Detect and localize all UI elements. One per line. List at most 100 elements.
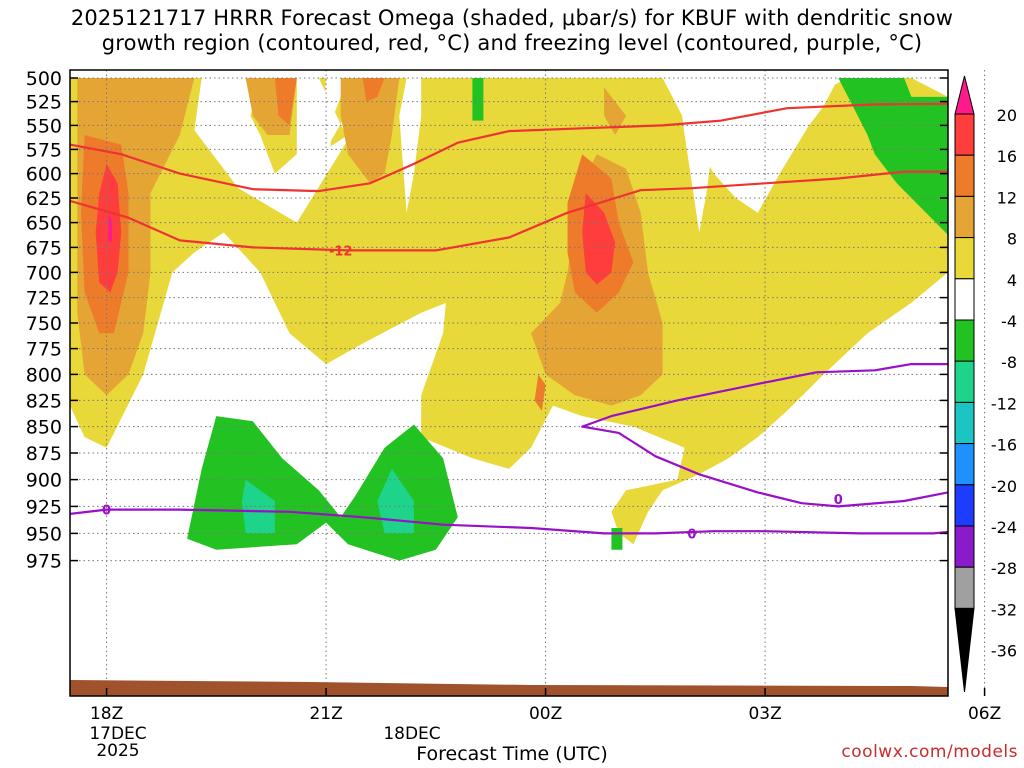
y-tick-label-700: 700 — [26, 262, 62, 284]
dendritic-label: -12 — [329, 244, 353, 259]
chart-title-line-1: 2025121717 HRRR Forecast Omega (shaded, … — [70, 6, 954, 30]
colorbar-label-7: -12 — [991, 394, 1017, 413]
x-tick-label-21Z: 21Z — [309, 704, 342, 724]
y-tick-label-575: 575 — [26, 139, 62, 161]
credit-link[interactable]: coolwx.com/models — [841, 742, 1018, 762]
omega-neg8-region-b — [377, 468, 414, 534]
y-tick-label-725: 725 — [26, 288, 62, 310]
colorbar-bin-2 — [954, 154, 975, 197]
y-tick-label-950: 950 — [26, 523, 62, 545]
y-tick-label-975: 975 — [26, 551, 62, 573]
grid-lines — [70, 70, 986, 696]
contour-lines: -12 0 0 0 — [70, 102, 948, 542]
colorbar-label-1: 16 — [997, 147, 1017, 166]
omega-4-region-b — [399, 78, 948, 545]
x-axis-title: Forecast Time (UTC) — [416, 743, 608, 765]
y-tick-label-875: 875 — [26, 443, 62, 465]
omega-neg-region-a — [838, 78, 948, 236]
gap-d — [677, 78, 722, 233]
x-tick-label-18Z: 18Z — [90, 704, 123, 724]
y-tick-label-525: 525 — [26, 92, 62, 114]
y-tick-label-850: 850 — [26, 417, 62, 439]
y-axis: 5005255505756006256506757007257507758008… — [26, 68, 948, 573]
y-tick-label-925: 925 — [26, 496, 62, 518]
x-tick-label-00Z: 00Z — [529, 704, 562, 724]
ground-fill — [70, 680, 948, 696]
dendritic-contour-upper — [70, 102, 948, 193]
x-tick-label-06Z: 06Z — [968, 704, 1001, 724]
plot-frame — [69, 69, 949, 697]
colorbar-max-triangle — [954, 75, 975, 115]
gap-c — [399, 78, 422, 213]
omega-8-region-c — [340, 78, 400, 184]
freezing-label-1-text: 0 — [102, 504, 111, 519]
y-tick-label-600: 600 — [26, 164, 62, 186]
colorbar: 20 16 12 8 4 -4 -8 -12 -16 -20 -24 -28 -32 -36 — [954, 75, 1017, 693]
colorbar-bin-9 — [954, 443, 975, 486]
dendritic-label-text: -12 — [329, 244, 353, 259]
colorbar-label-9: -20 — [991, 477, 1017, 496]
colorbar-label-10: -24 — [991, 518, 1017, 537]
freezing-label-1: 0 — [102, 504, 111, 519]
date-label-18dec: 18DEC — [372, 724, 452, 744]
colorbar-bin-5 — [954, 278, 975, 321]
x-tick-label-03Z: 03Z — [748, 704, 781, 724]
colorbar-label-13: -36 — [991, 642, 1017, 661]
omega-shading — [70, 78, 948, 561]
colorbar-bin-4 — [954, 237, 975, 280]
y-tick-label-500: 500 — [26, 68, 62, 90]
freezing-label-3: 0 — [834, 493, 843, 508]
colorbar-bin-11 — [954, 525, 975, 568]
omega-8-region-e — [604, 87, 627, 135]
date-label-18dec-day: 18DEC — [383, 724, 441, 744]
omega-20-region — [108, 212, 113, 243]
date-label-17dec-year: 2025 — [96, 741, 140, 761]
omega-neg-region-e — [472, 78, 484, 121]
colorbar-label-6: -8 — [1001, 353, 1017, 372]
freezing-label-2: 0 — [687, 527, 696, 542]
chart-title-line-2: growth region (contoured, red, °C) and f… — [101, 31, 923, 55]
omega-12-region-e — [362, 78, 385, 102]
dendritic-contour-lower — [70, 170, 948, 252]
date-label-17dec: 17DEC 2025 — [78, 724, 158, 761]
colorbar-label-3: 8 — [1007, 230, 1017, 249]
colorbar-label-11: -28 — [991, 559, 1017, 578]
colorbar-bin-12 — [954, 566, 975, 609]
omega-16-region-b — [582, 193, 616, 285]
y-tick-label-775: 775 — [26, 339, 62, 361]
colorbar-bin-6 — [954, 319, 975, 362]
colorbar-bin-3 — [954, 195, 975, 239]
omega-12-region-d — [534, 374, 546, 411]
y-tick-label-825: 825 — [26, 390, 62, 412]
y-tick-label-625: 625 — [26, 188, 62, 210]
colorbar-min-triangle — [954, 607, 975, 693]
omega-neg-region-d — [611, 528, 623, 550]
y-tick-label-675: 675 — [26, 237, 62, 259]
omega-12-region-b — [274, 78, 297, 126]
omega-neg8-region-a — [241, 479, 275, 534]
colorbar-label-0: 20 — [997, 106, 1017, 125]
freezing-level-contour — [70, 363, 948, 535]
colorbar-bin-7 — [954, 360, 975, 403]
omega-neg-region-b — [187, 416, 458, 561]
y-tick-label-550: 550 — [26, 115, 62, 137]
colorbar-label-4: 4 — [1007, 271, 1017, 290]
colorbar-bin-1 — [954, 113, 975, 156]
colorbar-bin-8 — [954, 401, 975, 445]
date-label-17dec-day: 17DEC — [89, 724, 147, 744]
colorbar-label-5: -4 — [1001, 312, 1017, 331]
gap-b — [322, 78, 348, 174]
freezing-label-2-text: 0 — [687, 527, 696, 542]
x-axis: 18Z21Z00Z03Z06Z09Z — [90, 688, 1001, 724]
y-tick-label-900: 900 — [26, 470, 62, 492]
ground-surface — [70, 680, 948, 696]
colorbar-label-8: -16 — [991, 436, 1017, 455]
y-tick-label-650: 650 — [26, 213, 62, 235]
colorbar-label-2: 12 — [997, 188, 1017, 207]
y-tick-label-750: 750 — [26, 313, 62, 335]
y-tick-label-800: 800 — [26, 364, 62, 386]
colorbar-bin-10 — [954, 484, 975, 527]
colorbar-label-12: -32 — [991, 600, 1017, 619]
freezing-label-3-text: 0 — [834, 493, 843, 508]
